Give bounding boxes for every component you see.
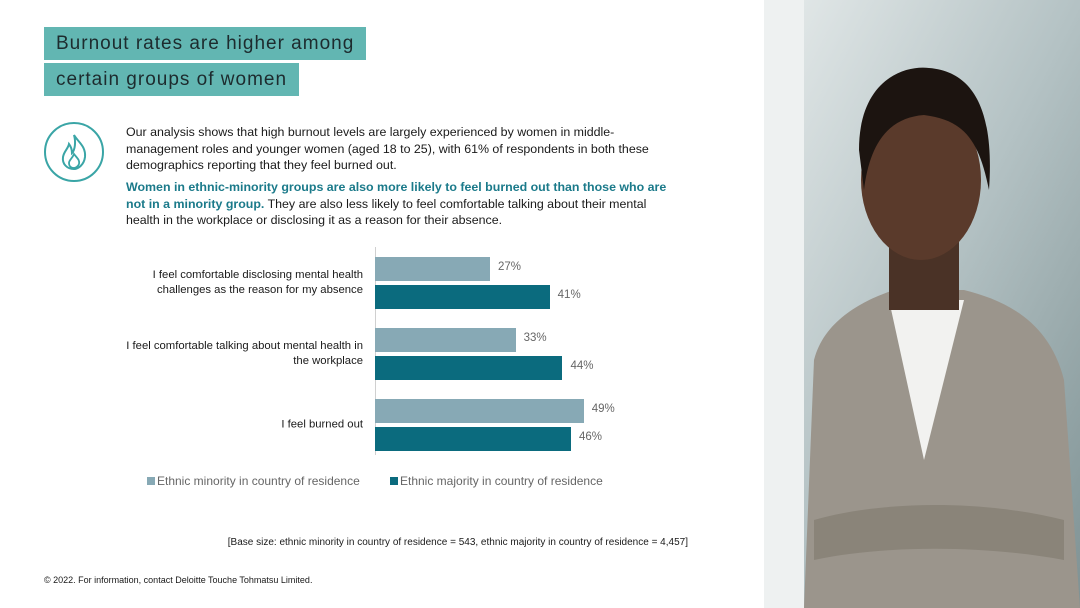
bar [375, 328, 516, 352]
photo [764, 0, 1080, 608]
category-label: I feel comfortable disclosing mental hea… [152, 269, 363, 296]
flame-icon [44, 122, 104, 182]
value-label: 41% [557, 289, 581, 301]
bar [375, 399, 584, 423]
value-label: 49% [591, 403, 615, 415]
paragraph: Women in ethnic-minority groups are also… [126, 179, 681, 229]
category-label: I feel comfortable talking about mental … [126, 340, 363, 367]
paragraph: Our analysis shows that high burnout lev… [126, 125, 649, 172]
value-label: 46% [578, 431, 602, 443]
title-line: Burnout rates are higher among [44, 27, 367, 60]
chart: I feel comfortable disclosing mental hea… [126, 247, 615, 488]
bar [375, 356, 563, 380]
legend-swatch [390, 477, 398, 485]
category-label: I feel burned out [281, 418, 363, 431]
legend-swatch [147, 477, 155, 485]
value-label: 44% [570, 360, 594, 372]
text: They are also less likely to feel comfor… [126, 196, 647, 228]
legend-label: Ethnic majority in country of residence [400, 474, 603, 488]
legend-label: Ethnic minority in country of residence [157, 474, 360, 488]
value-label: 33% [523, 332, 547, 344]
emphasis: Women in ethnic-minority groups are also… [126, 180, 667, 211]
footnote: [Base size: ethnic minority in country o… [227, 537, 688, 548]
value-label: 27% [498, 261, 522, 273]
bar [375, 285, 550, 309]
bar [375, 257, 491, 281]
bar [375, 427, 571, 451]
copyright: © 2022. For information, contact Deloitt… [44, 575, 313, 585]
title-line: certain groups of women [44, 63, 300, 96]
